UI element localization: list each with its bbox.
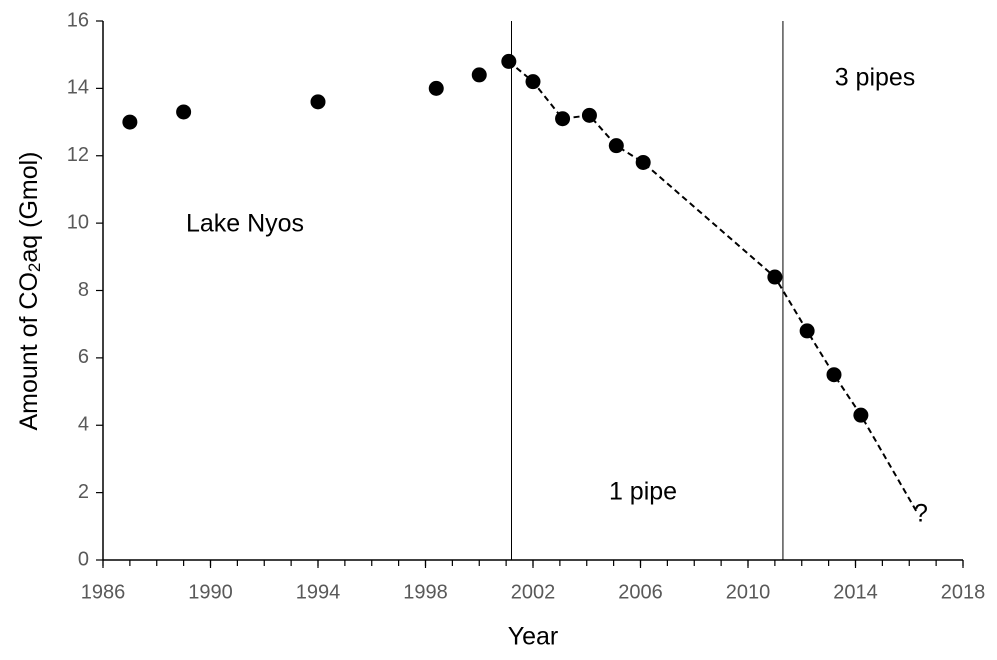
x-tick-label: 1994 bbox=[296, 581, 341, 603]
x-tick-label: 1986 bbox=[81, 581, 126, 603]
data-point bbox=[310, 94, 326, 110]
y-tick-label: 14 bbox=[67, 77, 89, 99]
x-tick-label: 1998 bbox=[403, 581, 448, 603]
x-tick-label: 2014 bbox=[833, 581, 878, 603]
x-tick-label: 2018 bbox=[941, 581, 986, 603]
y-tick-label: 8 bbox=[78, 279, 89, 301]
x-tick-label: 2010 bbox=[726, 581, 771, 603]
y-tick-label: 10 bbox=[67, 211, 89, 233]
annotation: 1 pipe bbox=[609, 478, 677, 506]
y-tick-label: 4 bbox=[78, 414, 89, 436]
data-point bbox=[122, 114, 138, 130]
data-point bbox=[428, 80, 444, 96]
annotation: Lake Nyos bbox=[186, 210, 304, 238]
data-point bbox=[826, 367, 842, 383]
data-point bbox=[176, 104, 192, 120]
y-axis-title: Amount of CO2aq (Gmol) bbox=[15, 151, 45, 430]
y-tick-label: 6 bbox=[78, 346, 89, 368]
y-tick-label: 12 bbox=[67, 144, 89, 166]
data-point bbox=[471, 67, 487, 83]
y-axis-title-sub: 2 bbox=[25, 263, 44, 272]
annotation: 3 pipes bbox=[835, 64, 916, 92]
y-axis-title-part: Amount of CO bbox=[15, 272, 43, 430]
x-tick-label: 2002 bbox=[511, 581, 556, 603]
y-tick-label: 2 bbox=[78, 481, 89, 503]
data-point bbox=[608, 138, 624, 154]
x-tick-label: 1990 bbox=[188, 581, 233, 603]
y-axis-title-part: aq (Gmol) bbox=[15, 151, 43, 262]
trend-line bbox=[508, 60, 919, 514]
x-tick-label: 2006 bbox=[618, 581, 663, 603]
y-tick-label: 16 bbox=[67, 9, 89, 31]
y-tick-label: 0 bbox=[78, 548, 89, 570]
annotation: ? bbox=[914, 500, 928, 528]
x-axis-title: Year bbox=[508, 623, 559, 651]
